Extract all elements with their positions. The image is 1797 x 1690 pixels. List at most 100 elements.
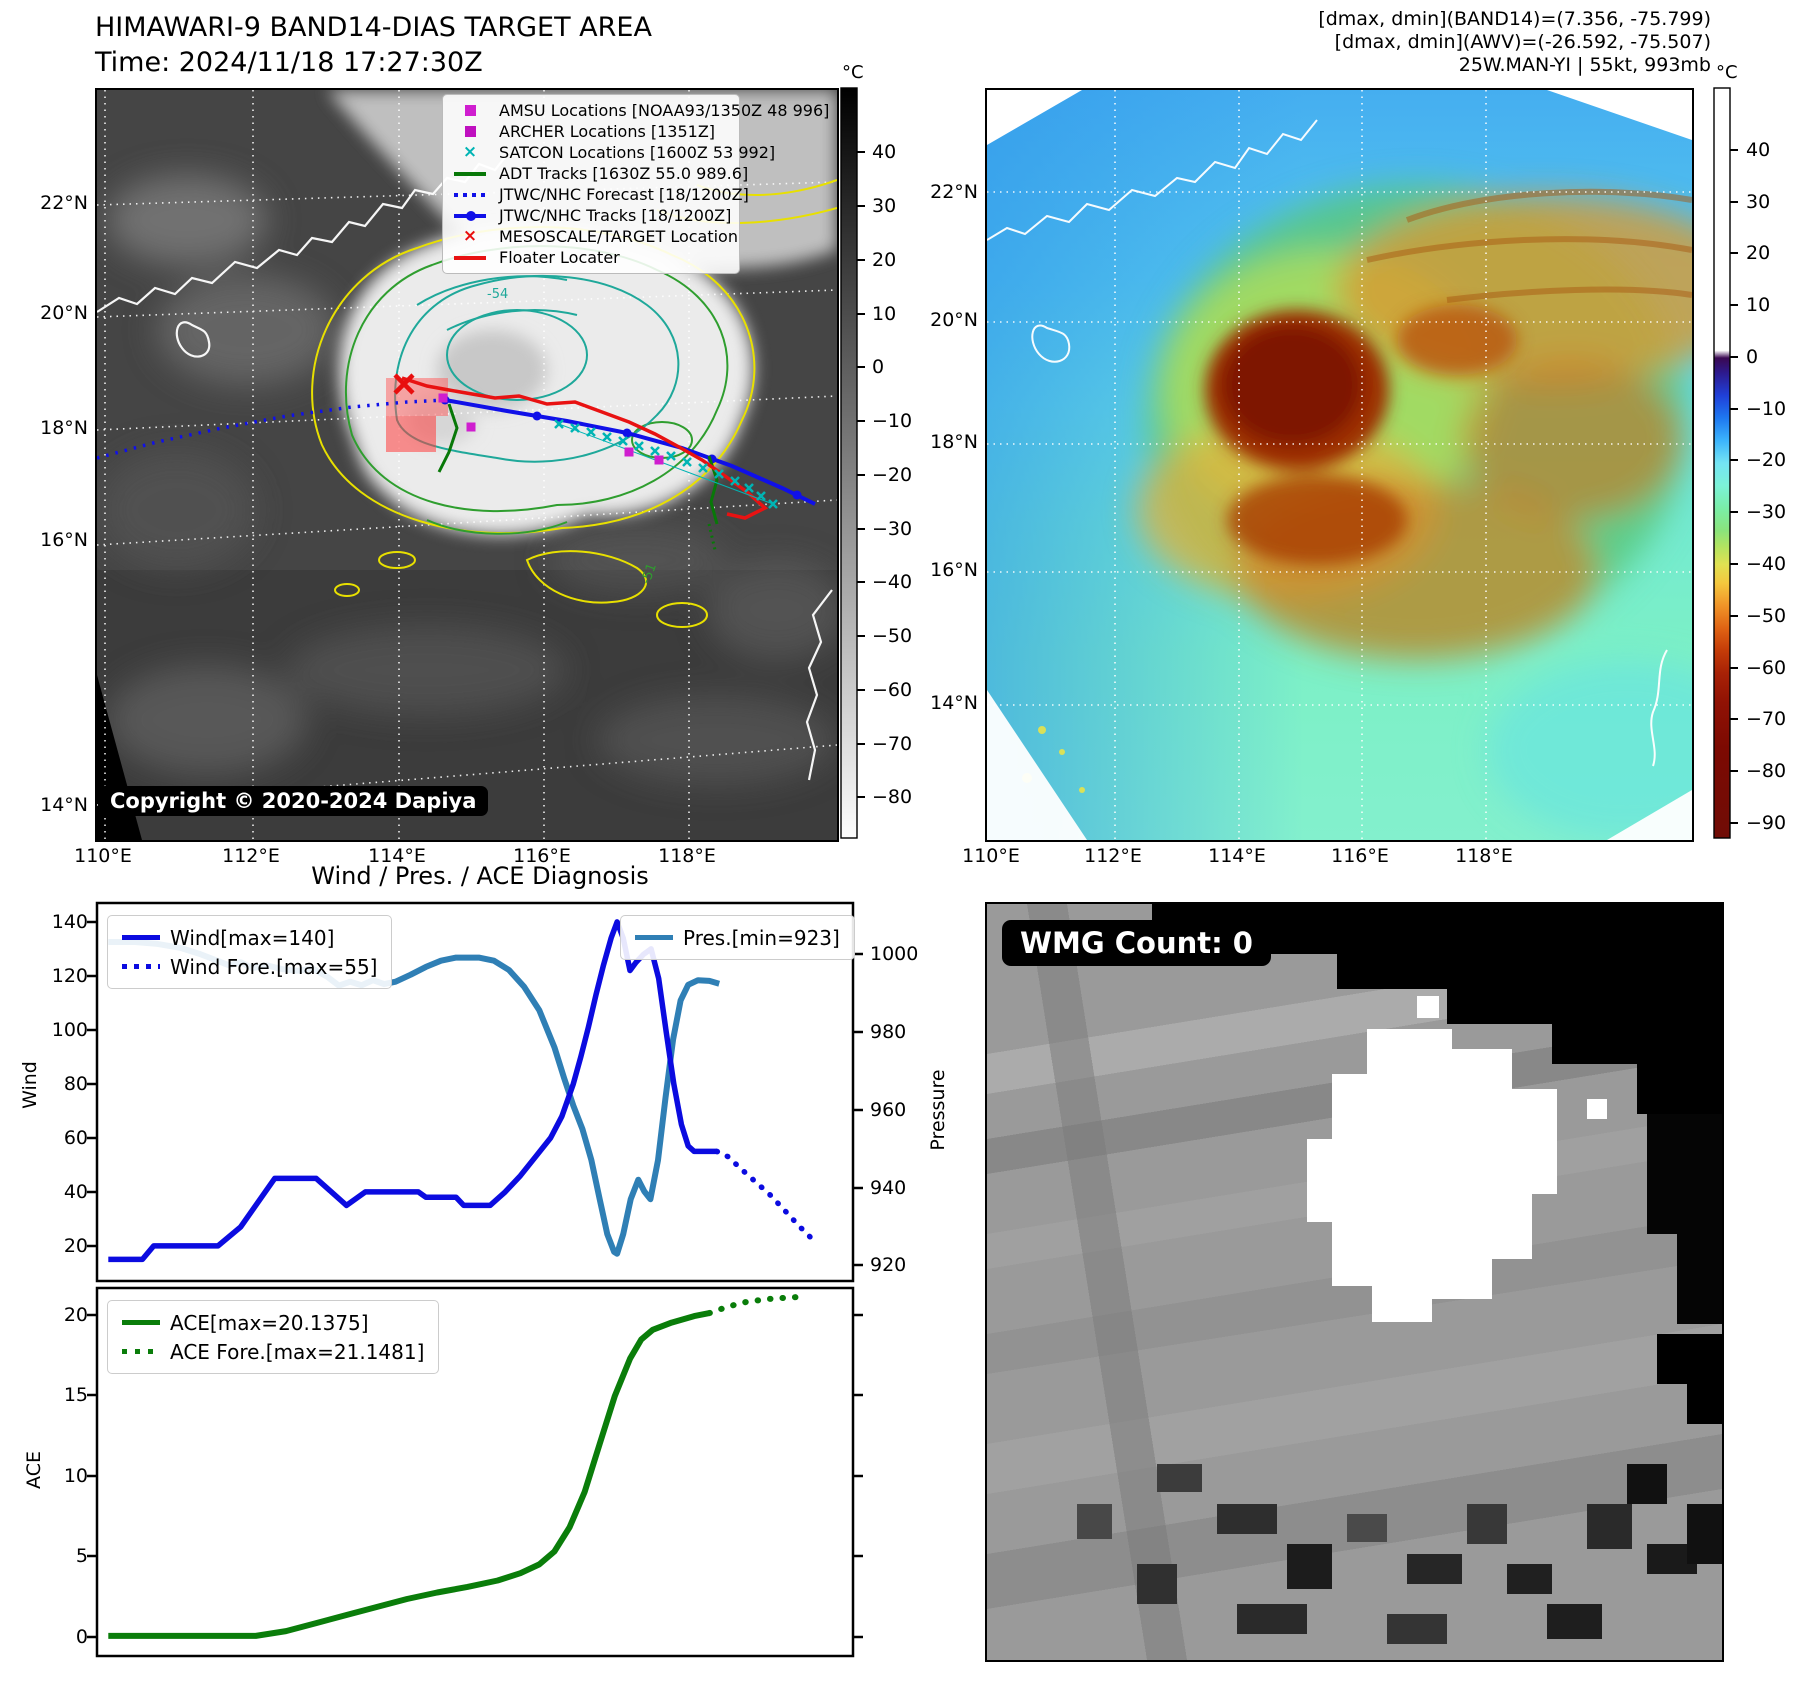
cbar-tick: 30 (1746, 191, 1771, 213)
cbar-tick: −90 (1746, 812, 1787, 834)
swath-corners (987, 90, 1692, 840)
wind-tick: 60 (63, 1127, 88, 1149)
wind-axis-ticks (87, 920, 863, 1267)
wind-tick: 140 (51, 911, 88, 933)
awv-band-streaks (1366, 188, 1692, 303)
cbar-tick: −10 (872, 410, 913, 432)
wind-tick: 20 (63, 1235, 88, 1257)
map2-colorbar-unit: °C (1716, 62, 1738, 83)
cbar-tick: −20 (1746, 449, 1787, 471)
map2-lat-16n: 16°N (930, 559, 978, 581)
cbar-tick: −70 (1746, 708, 1787, 730)
header-stats: [dmax, dmin](BAND14)=(7.356, -75.799) [d… (1318, 8, 1711, 77)
ace-line-icon (122, 1320, 160, 1325)
cbar-tick: 40 (1746, 139, 1771, 161)
legend-label: Floater Locater (499, 248, 620, 267)
legend-label: ARCHER Locations [1351Z] (499, 122, 716, 141)
wind-forecast-line (714, 1148, 817, 1244)
dmax-dmin-band14: [dmax, dmin](BAND14)=(7.356, -75.799) (1318, 8, 1711, 30)
legend-row-jtwc-track: JTWC/NHC Tracks [18/1200Z] (447, 205, 731, 226)
ace-legend-label: ACE[max=20.1375] (170, 1310, 369, 1335)
map1-lon-118e: 118°E (658, 845, 716, 867)
title-line1: HIMAWARI-9 BAND14-DIAS TARGET AREA (95, 12, 652, 43)
ace-forecast-line (706, 1293, 807, 1317)
cbar-tick: −30 (872, 518, 913, 540)
cbar-tick: 0 (872, 356, 885, 378)
cbar-tick: −40 (1746, 553, 1787, 575)
copyright-badge: Copyright © 2020-2024 Dapiya (98, 786, 489, 816)
graticule (987, 90, 1692, 840)
wind-tick: 40 (63, 1181, 88, 1203)
amsu-square-icon (447, 105, 493, 116)
adt-line-icon (447, 171, 493, 176)
page-title: HIMAWARI-9 BAND14-DIAS TARGET AREA Time:… (95, 10, 652, 80)
cbar-tick: −50 (1746, 605, 1787, 627)
cbar-tick: 20 (1746, 242, 1771, 264)
cbar-tick: 10 (872, 303, 897, 325)
legend-label: MESOSCALE/TARGET Location (499, 227, 738, 246)
mesoscale-target-box-lower (386, 416, 436, 452)
cbar-tick: −80 (1746, 760, 1787, 782)
ace-tick: 5 (75, 1545, 88, 1567)
jtwc-forecast-track (97, 398, 446, 460)
wind-legend-label: Wind[max=140] (170, 925, 335, 950)
wind-legend: Wind[max=140] Wind Fore.[max=55] (107, 915, 393, 989)
map1-lat-20n: 20°N (40, 302, 88, 324)
cbar-tick: −60 (872, 679, 913, 701)
pressure-legend: Pres.[min=923] (620, 915, 855, 960)
cbar-tick: −50 (872, 625, 913, 647)
ace-forecast-legend-row: ACE Fore.[max=21.1481] (122, 1337, 424, 1366)
pressure-axis-label: Pressure (927, 1069, 949, 1151)
dmax-dmin-awv: [dmax, dmin](AWV)=(-26.592, -75.507) (1334, 31, 1711, 53)
coastline (987, 119, 1668, 767)
pressure-tick: 960 (870, 1099, 907, 1121)
track-line-dot-icon (447, 210, 493, 221)
legend-row-jtwc-forecast: JTWC/NHC Forecast [18/1200Z] (447, 184, 749, 205)
wmg-count-badge: WMG Count: 0 (1002, 920, 1271, 966)
legend-label: ADT Tracks [1630Z 55.0 989.6] (499, 164, 749, 183)
legend-label: AMSU Locations [NOAA93/1350Z 48 996] (499, 101, 830, 120)
ace-forecast-dotted-icon (122, 1349, 160, 1354)
wind-tick: 100 (51, 1019, 88, 1041)
wind-series-line (108, 919, 717, 1263)
ace-forecast-legend-label: ACE Fore.[max=21.1481] (170, 1339, 425, 1364)
map2-lat-14n: 14°N (930, 692, 978, 714)
cbar-tick: −20 (872, 464, 913, 486)
legend-row-floater: Floater Locater (447, 247, 731, 268)
awv-map-panel (985, 88, 1694, 842)
cbar-tick: −30 (1746, 501, 1787, 523)
cbar-tick: −10 (1746, 398, 1787, 420)
pressure-line-icon (635, 935, 673, 940)
pressure-tick: 980 (870, 1021, 907, 1043)
map1-lat-16n: 16°N (40, 529, 88, 551)
map1-lat-18n: 18°N (40, 417, 88, 439)
map2-lon-110e: 110°E (962, 845, 1020, 867)
band14-colorbar (840, 87, 867, 839)
awv-colorbar (1713, 87, 1740, 839)
cbar-tick: −80 (872, 786, 913, 808)
amsu-archer-markers (438, 393, 664, 465)
map2-lat-20n: 20°N (930, 309, 978, 331)
wind-tick: 80 (63, 1073, 88, 1095)
pressure-legend-row: Pres.[min=923] (635, 923, 840, 952)
contour-label-54: -54 (487, 287, 508, 302)
wmg-panel (985, 902, 1724, 1662)
map2-lat-18n: 18°N (930, 431, 978, 453)
satcon-x-icon: × (462, 142, 478, 162)
wind-legend-row: Wind[max=140] (122, 923, 377, 952)
ace-axis-ticks (87, 1313, 863, 1639)
map2-lon-118e: 118°E (1455, 845, 1513, 867)
legend-row-amsu: AMSU Locations [NOAA93/1350Z 48 996] (447, 100, 829, 121)
map1-lon-114e: 114°E (368, 845, 426, 867)
dark-pixel-patches (1077, 1334, 1722, 1644)
map1-lat-14n: 14°N (40, 794, 88, 816)
ace-legend: ACE[max=20.1375] ACE Fore.[max=21.1481] (107, 1300, 440, 1374)
map1-lat-22n: 22°N (40, 192, 88, 214)
white-warm-blob (1307, 1029, 1557, 1322)
awv-cold-core (1205, 305, 1517, 565)
awv-satellite-image (987, 90, 1692, 840)
contour-label-51: -51 (639, 561, 660, 586)
wind-line-icon (122, 935, 160, 940)
ir-contours-teal (394, 274, 680, 463)
